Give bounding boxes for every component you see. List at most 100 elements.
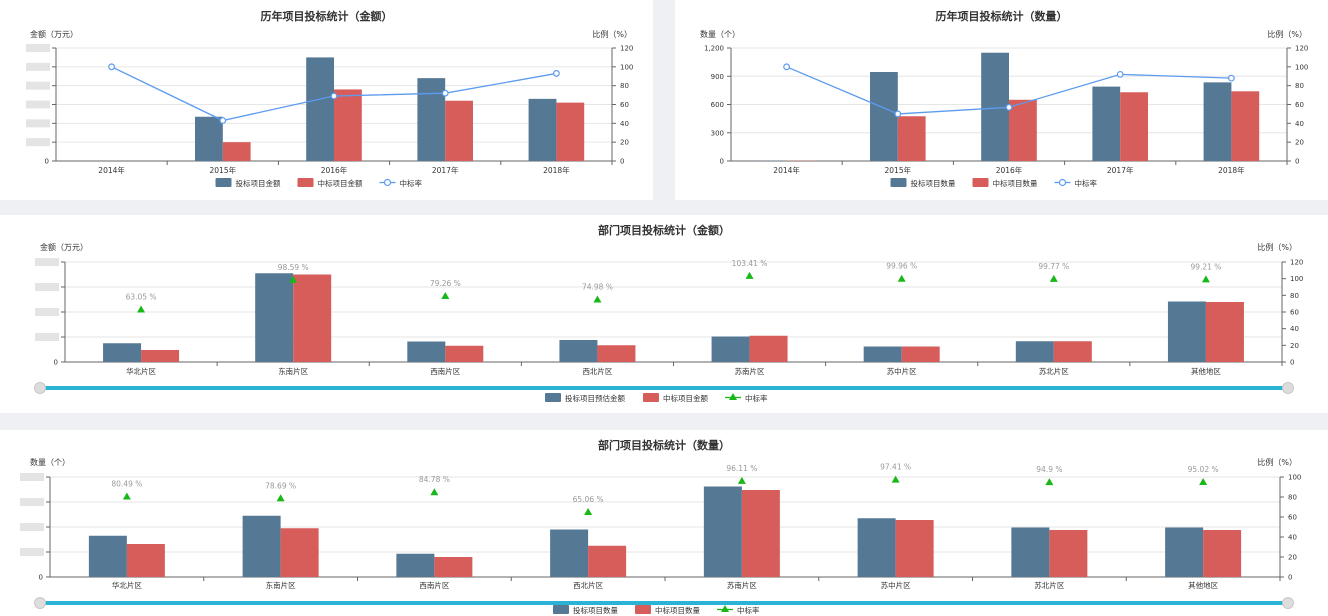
legend-swatch bbox=[635, 605, 651, 614]
y-tick-label-redacted bbox=[35, 258, 59, 266]
y-tick-label-redacted bbox=[20, 498, 44, 506]
x-tick-label: 西北片区 bbox=[573, 580, 603, 590]
y2-axis-label: 比例（%） bbox=[1267, 29, 1307, 39]
bar-win bbox=[126, 544, 165, 577]
y2-tick-label: 20 bbox=[1295, 139, 1304, 147]
y-tick-label-redacted bbox=[26, 62, 50, 71]
bar-win bbox=[741, 490, 780, 577]
y-axis-label: 数量（个） bbox=[700, 29, 740, 39]
chart-dept-count: 部门项目投标统计（数量） 数量（个） 比例（%） 0 0 20 40 60 80 100 华北片区 东… bbox=[20, 438, 1301, 615]
data-label: 103.41 % bbox=[732, 259, 768, 268]
bar-win bbox=[280, 528, 319, 577]
bar-bid bbox=[103, 343, 142, 362]
bar-bid bbox=[255, 273, 294, 362]
legend-label: 中标项目数量 bbox=[655, 605, 700, 615]
rate-marker bbox=[897, 274, 906, 282]
chart-yearly-count: 历年项目投标统计（数量） 数量（个） 比例（%） 0 300 600 900 1,200 0 20… bbox=[700, 9, 1308, 188]
data-label: 96.11 % bbox=[726, 464, 757, 473]
bar-bid bbox=[1203, 82, 1232, 161]
bar-bid bbox=[863, 346, 902, 362]
y2-tick-label: 60 bbox=[620, 101, 629, 109]
y-axis-label: 金额（万元） bbox=[40, 242, 88, 252]
bar-win bbox=[897, 116, 926, 161]
rate-point bbox=[783, 63, 790, 71]
y-tick-label-redacted bbox=[26, 138, 50, 147]
x-tick-label: 2014年 bbox=[773, 165, 800, 175]
legend-label: 投标项目预估金额 bbox=[565, 393, 625, 403]
y2-tick-label: 80 bbox=[1288, 494, 1297, 502]
bar-win bbox=[597, 345, 636, 362]
bar-win bbox=[1205, 302, 1244, 362]
x-tick-label: 其他地区 bbox=[1191, 366, 1221, 376]
bar-bid bbox=[195, 116, 223, 161]
legend-swatch-triangle bbox=[721, 605, 729, 612]
y2-tick-label: 60 bbox=[1290, 309, 1299, 317]
data-label: 63.05 % bbox=[126, 292, 157, 301]
rate-point bbox=[894, 110, 902, 118]
zoom-slider-handle-right bbox=[1282, 382, 1294, 394]
bar-bid bbox=[1092, 86, 1121, 161]
zoom-slider-handle-right bbox=[1282, 597, 1294, 609]
legend-label: 投标项目金额 bbox=[236, 178, 281, 188]
y-tick-label: 300 bbox=[711, 129, 724, 137]
bar-bid bbox=[407, 341, 446, 362]
x-tick-label: 2015年 bbox=[885, 165, 912, 175]
data-label: 74.98 % bbox=[582, 283, 613, 292]
y2-tick-label: 120 bbox=[1290, 259, 1303, 267]
y-tick-label-redacted bbox=[20, 548, 44, 556]
bar-win bbox=[222, 142, 251, 161]
bar-win bbox=[1049, 530, 1088, 577]
rate-marker bbox=[137, 305, 146, 313]
rate-point bbox=[219, 117, 227, 124]
chart-panel-yearly-amount: 历年项目投标统计（金额） 金额（万元） 比例（%） 0 0 20 40 60 80 100 120 2… bbox=[0, 0, 653, 200]
legend-label: 中标率 bbox=[737, 605, 760, 615]
y2-tick-label: 40 bbox=[1290, 325, 1299, 333]
legend-label: 投标项目数量 bbox=[911, 178, 956, 188]
bar-bid bbox=[1011, 527, 1050, 577]
x-tick-label: 西北片区 bbox=[582, 366, 612, 376]
y2-tick-label: 100 bbox=[1290, 275, 1303, 283]
bar-bid bbox=[981, 52, 1009, 162]
legend-label: 中标项目金额 bbox=[663, 393, 708, 403]
rate-marker bbox=[122, 492, 131, 500]
legend-swatch bbox=[972, 178, 989, 187]
bar-bid bbox=[417, 78, 446, 161]
data-label: 98.59 % bbox=[278, 263, 309, 272]
x-tick-label: 西南片区 bbox=[430, 366, 460, 376]
data-label: 94.9 % bbox=[1036, 465, 1062, 474]
y2-tick-label: 120 bbox=[1295, 45, 1308, 53]
legend-swatch-point bbox=[1058, 178, 1067, 187]
data-label: 80.49 % bbox=[111, 480, 142, 489]
bar-bid bbox=[396, 553, 435, 577]
rate-marker bbox=[289, 275, 298, 283]
rate-marker bbox=[1199, 477, 1208, 485]
y-tick-label: 900 bbox=[711, 73, 724, 81]
chart-panel-yearly-count: 历年项目投标统计（数量） 数量（个） 比例（%） 0 300 600 900 1,200 0 20… bbox=[675, 0, 1328, 200]
bar-win bbox=[293, 274, 332, 362]
bar-win bbox=[434, 557, 473, 577]
legend-label: 中标率 bbox=[1075, 178, 1098, 188]
bar-bid bbox=[242, 515, 281, 577]
bar-win bbox=[141, 350, 180, 362]
chart-title: 历年项目投标统计（数量） bbox=[936, 9, 1068, 23]
bar-bid bbox=[1015, 341, 1054, 362]
y-tick-label-redacted bbox=[26, 44, 50, 52]
y-tick-label-redacted bbox=[20, 473, 44, 481]
bar-win bbox=[445, 345, 484, 362]
rate-marker bbox=[1045, 478, 1054, 486]
chart-title: 部门项目投标统计（数量） bbox=[598, 438, 730, 452]
legend-swatch-triangle bbox=[729, 393, 737, 400]
x-tick-label: 东南片区 bbox=[278, 366, 308, 376]
y2-tick-label: 100 bbox=[620, 63, 633, 71]
legend-swatch bbox=[890, 178, 907, 187]
y-tick-label-redacted bbox=[20, 523, 44, 531]
y2-tick-label: 0 bbox=[1288, 574, 1292, 582]
x-tick-label: 2018年 bbox=[543, 165, 570, 175]
rate-point bbox=[441, 89, 449, 97]
y2-tick-label: 80 bbox=[620, 82, 629, 90]
legend-swatch bbox=[545, 393, 561, 402]
y-tick-label: 0 bbox=[54, 359, 58, 367]
y2-tick-label: 80 bbox=[1290, 292, 1299, 300]
rate-marker bbox=[441, 291, 450, 299]
rate-marker bbox=[1049, 274, 1058, 282]
